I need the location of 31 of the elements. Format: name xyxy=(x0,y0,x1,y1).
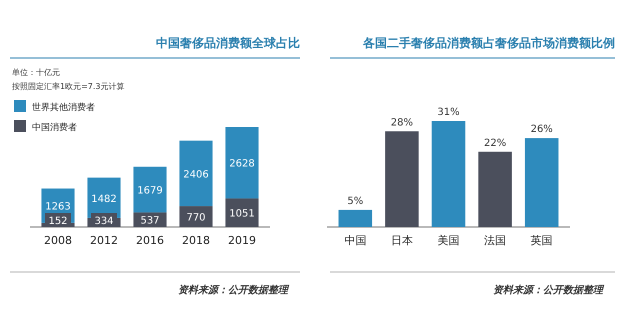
data-label: 1482 xyxy=(91,194,117,205)
x-tick-label: 日本 xyxy=(390,234,413,247)
x-tick-label: 2016 xyxy=(136,234,164,247)
x-tick-label: 2012 xyxy=(90,234,118,247)
data-label: 1051 xyxy=(229,208,255,220)
x-tick-label: 2019 xyxy=(228,234,256,247)
data-label: 2628 xyxy=(229,158,255,170)
x-tick-label: 2008 xyxy=(44,234,72,247)
x-tick-label: 中国 xyxy=(344,234,366,247)
legend-label: 中国消费者 xyxy=(32,122,77,133)
legend-label: 世界其他消费者 xyxy=(32,102,95,113)
data-label: 26% xyxy=(530,124,553,136)
data-label: 31% xyxy=(437,107,460,118)
x-tick-label: 法国 xyxy=(484,234,506,247)
x-tick-label: 英国 xyxy=(530,234,553,247)
x-tick-label: 2018 xyxy=(182,234,210,247)
data-label: 537 xyxy=(140,216,160,227)
title: 各国二手奢侈品消费额占奢侈品市场消费额比例 xyxy=(363,36,615,50)
text: 单位：十亿元 xyxy=(12,68,60,77)
text: 资料来源：公开数据整理 xyxy=(178,284,290,296)
data-label: 5% xyxy=(347,196,364,207)
data-label: 1679 xyxy=(137,186,163,197)
data-label: 28% xyxy=(390,117,414,128)
data-label: 770 xyxy=(186,212,206,224)
x-tick-label: 美国 xyxy=(438,234,460,247)
text: 资料来源：公开数据整理 xyxy=(493,284,605,296)
data-label: 2406 xyxy=(183,169,209,180)
data-label: 1263 xyxy=(45,202,71,213)
text: 按照固定汇率1欧元=7.3元计算 xyxy=(12,82,125,91)
title: 中国奢侈品消费额全球占比 xyxy=(156,36,300,50)
data-label: 22% xyxy=(484,138,506,149)
